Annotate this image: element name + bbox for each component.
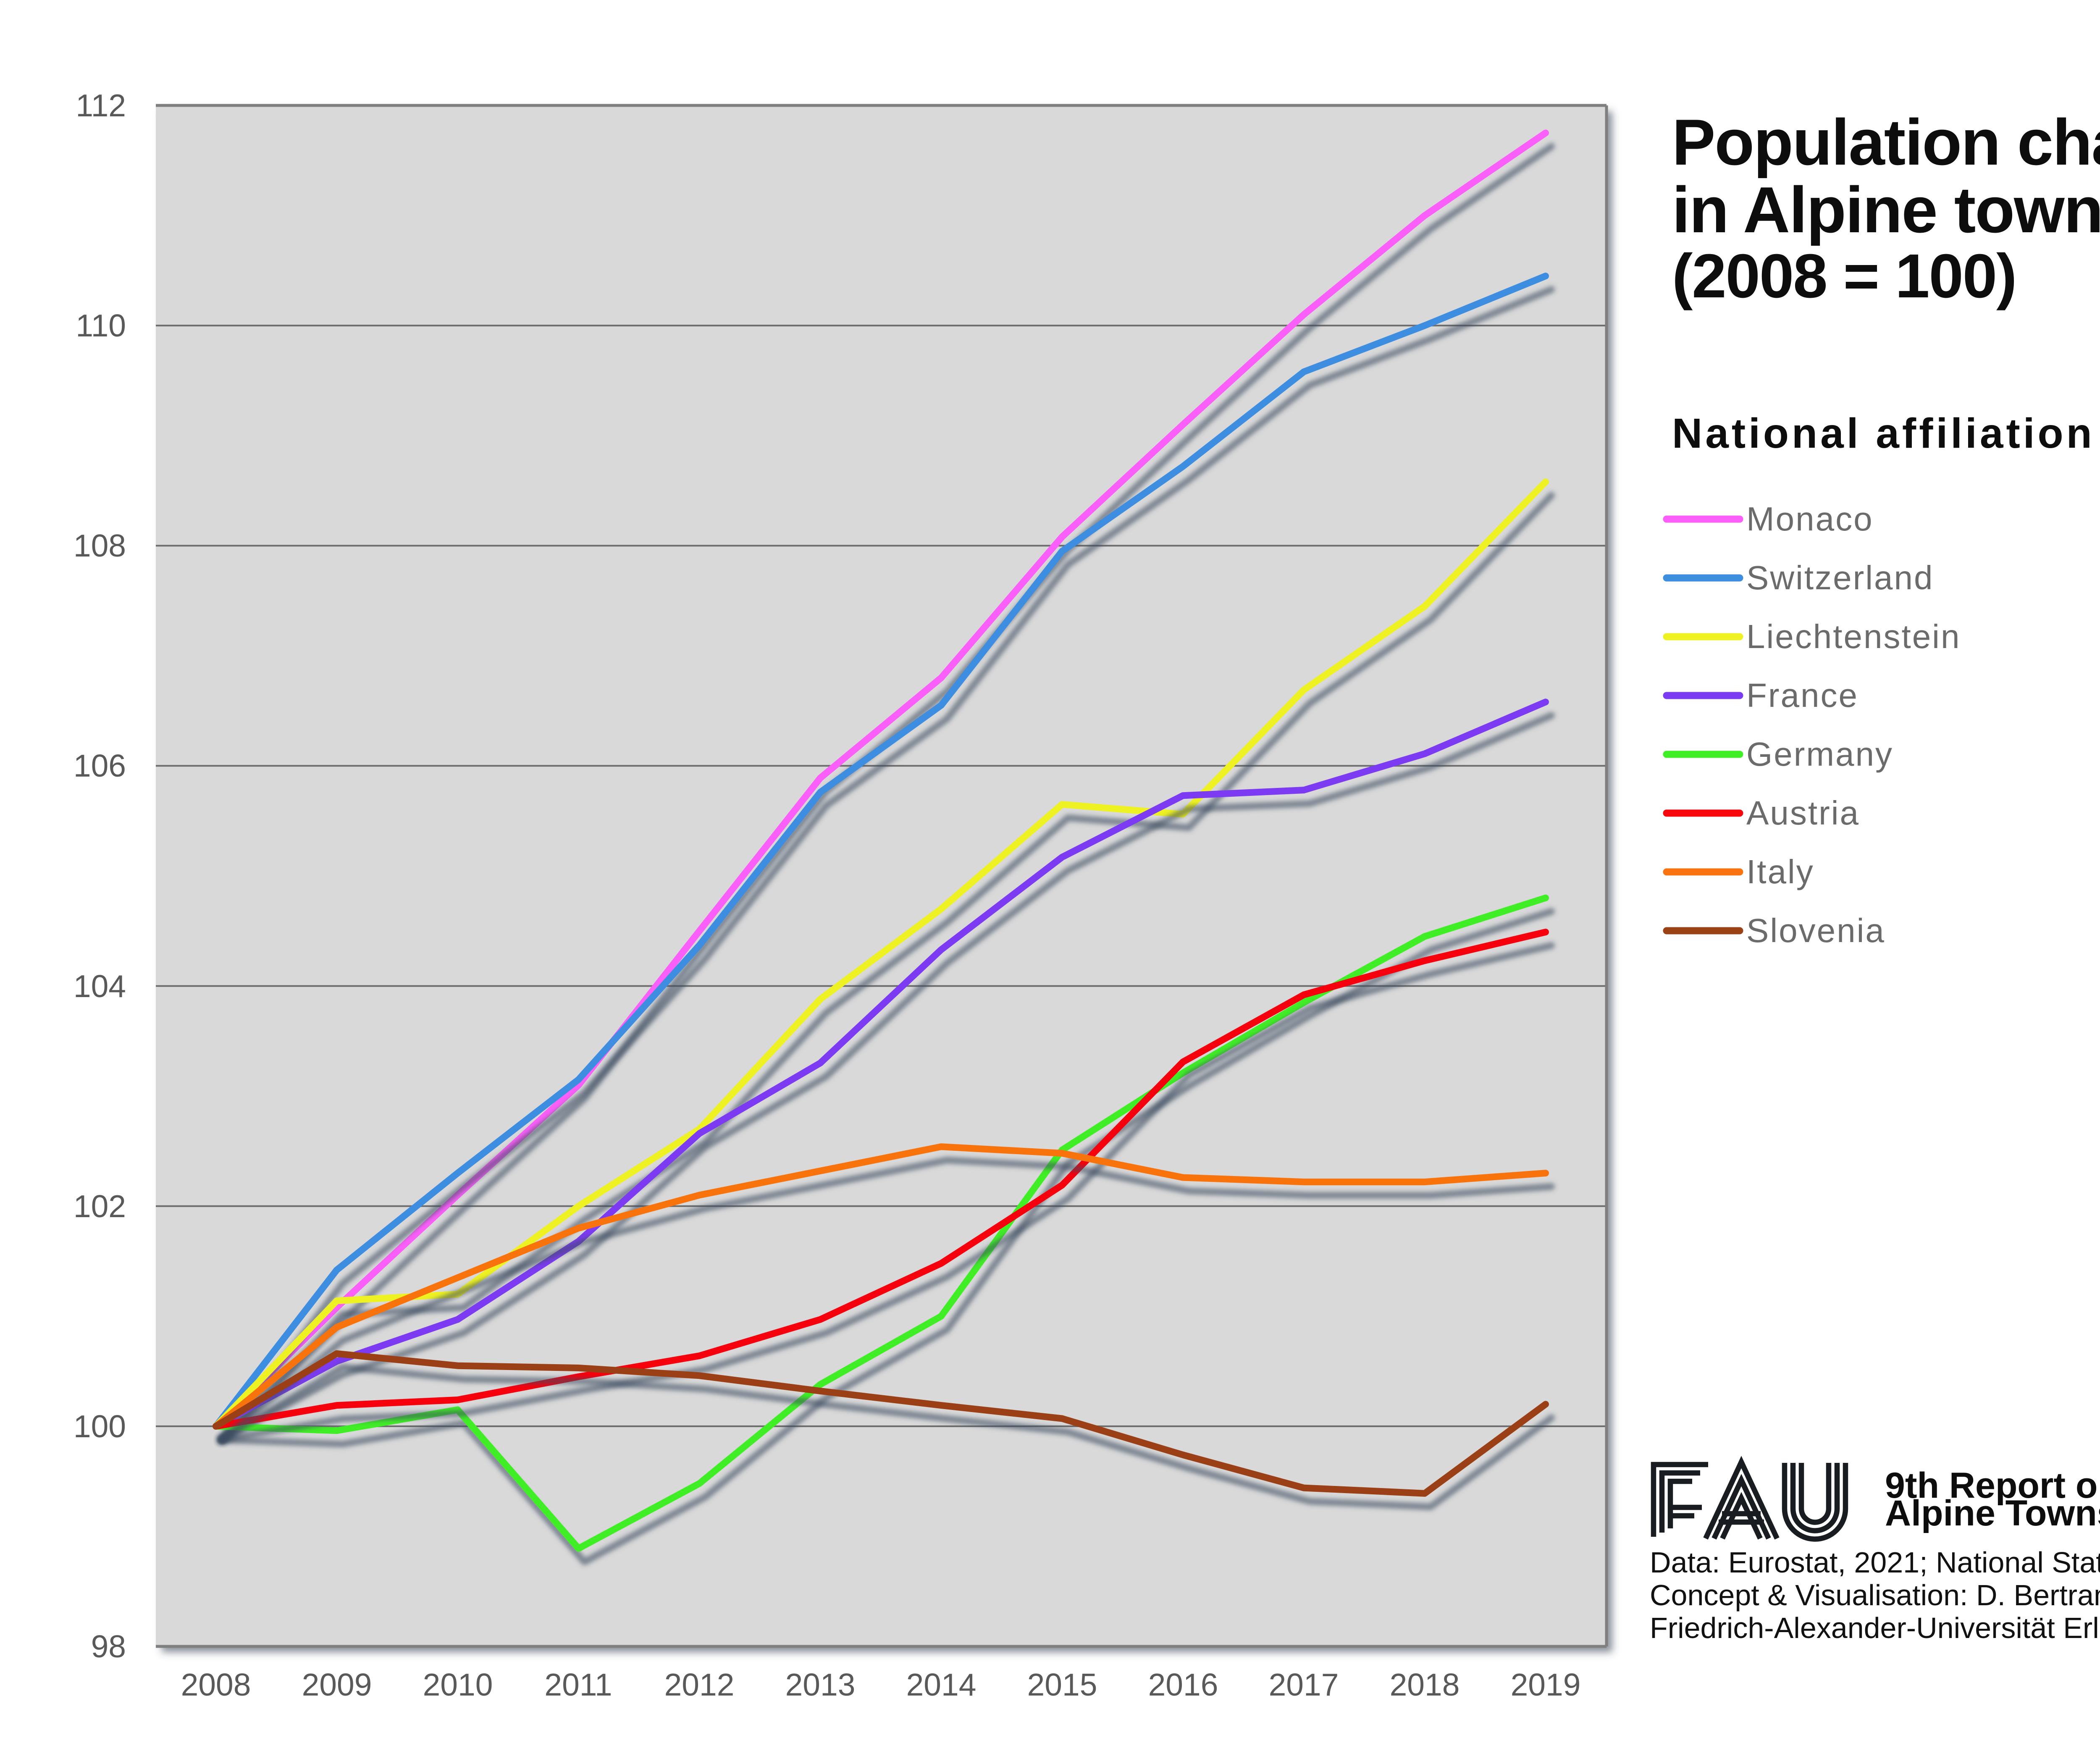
svg-text:2016: 2016: [1148, 1667, 1218, 1702]
svg-text:2008: 2008: [181, 1667, 251, 1702]
svg-text:2014: 2014: [906, 1667, 976, 1702]
svg-text:108: 108: [74, 528, 126, 563]
svg-text:2018: 2018: [1390, 1667, 1460, 1702]
svg-text:9th Report on the State of the: 9th Report on the State of the Alps: [1885, 1465, 2100, 1506]
svg-text:(2008 = 100): (2008 = 100): [1672, 242, 2016, 311]
svg-text:102: 102: [74, 1189, 126, 1224]
svg-text:112: 112: [76, 88, 126, 123]
svg-text:2013: 2013: [785, 1667, 856, 1702]
svg-text:Concept & Visualisation: D. Be: Concept & Visualisation: D. Bertram, T. …: [1650, 1579, 2100, 1612]
svg-text:National affiliation: National affiliation: [1672, 410, 2095, 457]
svg-text:Italy: Italy: [1746, 853, 1814, 890]
svg-text:2015: 2015: [1027, 1667, 1097, 1702]
svg-text:2009: 2009: [302, 1667, 372, 1702]
svg-text:Alpine Towns: Alpine Towns: [1885, 1493, 2100, 1533]
svg-text:Austria: Austria: [1746, 794, 1860, 832]
svg-text:Liechtenstein: Liechtenstein: [1746, 618, 1961, 655]
svg-text:100: 100: [74, 1409, 126, 1444]
svg-text:Friedrich-Alexander-Universitä: Friedrich-Alexander-Universität Erlangen…: [1650, 1612, 2100, 1644]
svg-text:2011: 2011: [544, 1667, 612, 1702]
svg-text:2019: 2019: [1511, 1667, 1581, 1702]
svg-text:Slovenia: Slovenia: [1746, 912, 1885, 949]
svg-text:98: 98: [91, 1629, 126, 1664]
svg-text:Germany: Germany: [1746, 735, 1893, 773]
svg-text:2010: 2010: [423, 1667, 493, 1702]
svg-text:104: 104: [74, 969, 126, 1004]
svg-text:Monaco: Monaco: [1746, 500, 1874, 538]
svg-text:106: 106: [74, 748, 126, 783]
svg-text:France: France: [1746, 677, 1858, 714]
svg-text:Population change: Population change: [1672, 106, 2100, 178]
svg-text:Data: Eurostat, 2021; National: Data: Eurostat, 2021; National Statistic…: [1650, 1546, 2100, 1579]
svg-text:Switzerland: Switzerland: [1746, 559, 1934, 596]
svg-text:in Alpine towns: in Alpine towns: [1672, 173, 2100, 246]
svg-text:2012: 2012: [664, 1667, 735, 1702]
svg-text:110: 110: [76, 308, 126, 343]
svg-text:2017: 2017: [1269, 1667, 1339, 1702]
